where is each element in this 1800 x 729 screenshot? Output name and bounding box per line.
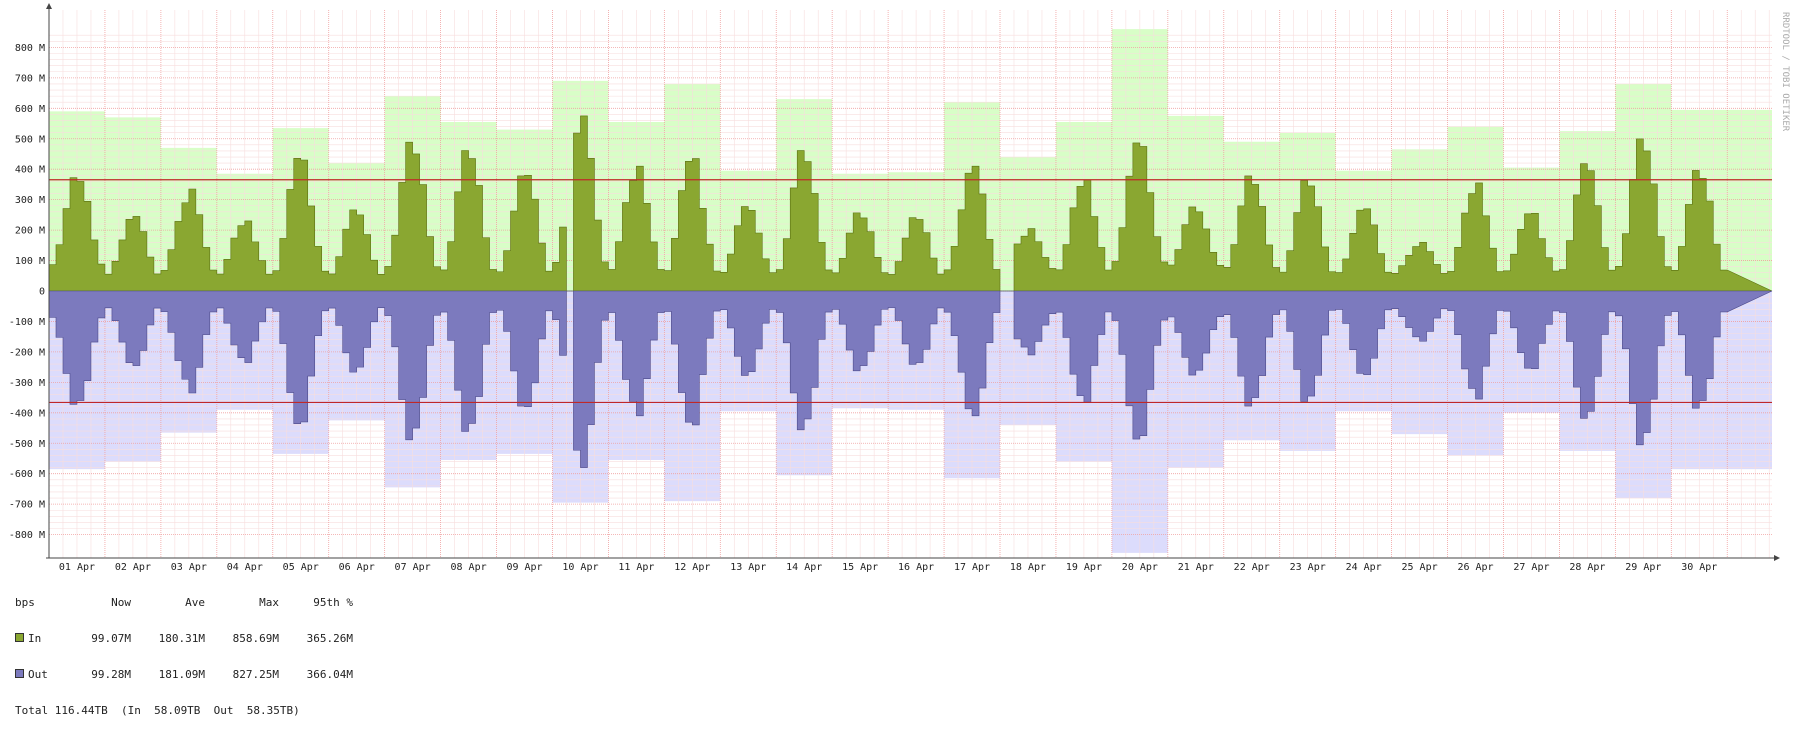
- x-tick-label: 09 Apr: [506, 562, 542, 573]
- x-tick-label: 25 Apr: [1402, 562, 1438, 573]
- x-tick-label: 04 Apr: [227, 562, 263, 573]
- legend-avg-header: Ave: [185, 596, 205, 609]
- legend-name-out: Out: [28, 668, 48, 681]
- legend-out-now: 99.28M: [91, 668, 131, 681]
- legend-row-out: Out 99.28M 181.09M 827.25M 366.04M: [15, 669, 353, 681]
- legend-out-max: 827.25M: [232, 668, 279, 681]
- legend-in-avg: 180.31M: [158, 632, 205, 645]
- legend-name-in: In: [28, 632, 42, 645]
- legend-max-header: Max: [259, 596, 279, 609]
- x-tick-label: 01 Apr: [59, 562, 95, 573]
- x-tick-label: 16 Apr: [898, 562, 934, 573]
- y-tick-label: 300 M: [15, 195, 45, 206]
- y-tick-label: 100 M: [15, 256, 45, 267]
- y-tick-label: -500 M: [9, 439, 45, 450]
- x-tick-label: 15 Apr: [842, 562, 878, 573]
- x-tick-label: 05 Apr: [283, 562, 319, 573]
- traffic-chart: 800 M 700 M 600 M 500 M 400 M 300 M 200 M 100 M…: [9, 3, 1790, 573]
- y-tick-label: -600 M: [9, 469, 45, 480]
- legend-out-p95: 366.04M: [306, 668, 353, 681]
- legend-out-avg: 181.09M: [158, 668, 205, 681]
- y-tick-label: -100 M: [9, 317, 45, 328]
- x-tick-label: 27 Apr: [1513, 562, 1549, 573]
- x-tick-label: 29 Apr: [1625, 562, 1661, 573]
- x-tick-label: 12 Apr: [674, 562, 710, 573]
- x-tick-label: 19 Apr: [1066, 562, 1102, 573]
- x-tick-label: 13 Apr: [730, 562, 766, 573]
- x-tick-label: 28 Apr: [1569, 562, 1605, 573]
- x-tick-label: 10 Apr: [562, 562, 598, 573]
- x-tick-label: 02 Apr: [115, 562, 151, 573]
- x-tick-label: 07 Apr: [395, 562, 431, 573]
- y-tick-label: 200 M: [15, 226, 45, 237]
- y-tick-label: 500 M: [15, 134, 45, 145]
- x-tick-label: 17 Apr: [954, 562, 990, 573]
- y-tick-label: -700 M: [9, 500, 45, 511]
- legend-row-in: In 99.07M 180.31M 858.69M 365.26M: [15, 633, 353, 645]
- x-tick-label: 18 Apr: [1010, 562, 1046, 573]
- y-tick-label: 0: [39, 287, 45, 298]
- x-tick-label: 03 Apr: [171, 562, 207, 573]
- legend-p95-header: 95th %: [313, 596, 353, 609]
- x-tick-label: 06 Apr: [339, 562, 375, 573]
- y-tick-label: -200 M: [9, 347, 45, 358]
- y-tick-label: 800 M: [15, 43, 45, 54]
- x-axis-arrow: [1774, 555, 1780, 561]
- x-tick-label: 30 Apr: [1681, 562, 1717, 573]
- x-tick-label: 14 Apr: [786, 562, 822, 573]
- legend-total: Total 116.44TB (In 58.09TB Out 58.35TB): [15, 704, 300, 717]
- legend-in-now: 99.07M: [91, 632, 131, 645]
- legend-header: bps Now Ave Max 95th %: [15, 597, 353, 609]
- x-tick-label: 23 Apr: [1290, 562, 1326, 573]
- x-tick-label: 20 Apr: [1122, 562, 1158, 573]
- legend-in-p95: 365.26M: [306, 632, 353, 645]
- legend-unit: bps: [15, 596, 35, 609]
- side-credit-label: RRDTOOL / TOBI OETIKER: [1780, 12, 1790, 132]
- y-axis-arrow: [46, 3, 52, 9]
- x-tick-label: 22 Apr: [1234, 562, 1270, 573]
- x-tick-label: 11 Apr: [618, 562, 654, 573]
- y-tick-label: -300 M: [9, 378, 45, 389]
- y-tick-label: 400 M: [15, 165, 45, 176]
- legend-in-max: 858.69M: [232, 632, 279, 645]
- x-tick-label: 21 Apr: [1178, 562, 1214, 573]
- y-tick-label: 600 M: [15, 104, 45, 115]
- y-tick-label: -400 M: [9, 408, 45, 419]
- legend-now-header: Now: [111, 596, 131, 609]
- x-tick-label: 08 Apr: [450, 562, 486, 573]
- legend: bps Now Ave Max 95th % In 99.07M 180.31M…: [15, 573, 353, 729]
- legend-swatch-in: [15, 633, 24, 642]
- y-tick-label: 700 M: [15, 73, 45, 84]
- legend-swatch-out: [15, 669, 24, 678]
- out-traffic-area: [48, 290, 1773, 468]
- x-tick-label: 24 Apr: [1346, 562, 1382, 573]
- y-tick-label: -800 M: [9, 530, 45, 541]
- x-tick-label: 26 Apr: [1457, 562, 1493, 573]
- in-traffic-area: [48, 115, 1773, 292]
